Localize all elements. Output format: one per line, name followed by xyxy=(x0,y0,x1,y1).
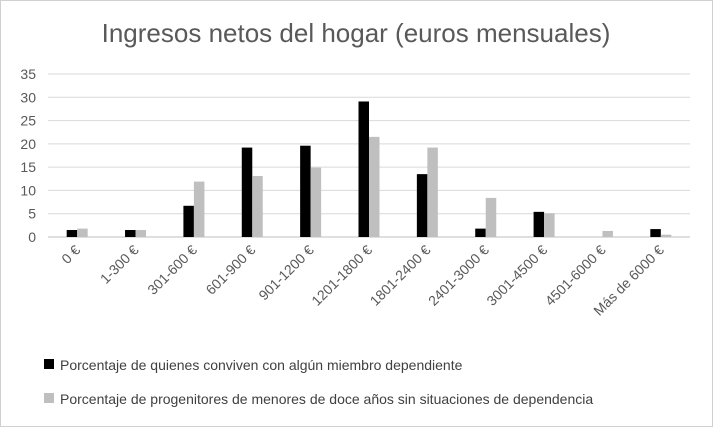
x-tick-label: 3001-4500 € xyxy=(483,242,550,309)
x-tick-label: 2401-3000 € xyxy=(425,242,492,309)
y-axis-ticks: 0 5 10 15 20 25 30 35 xyxy=(20,66,36,245)
y-tick-label: 5 xyxy=(28,206,36,222)
legend-label: Porcentaje de progenitores de menores de… xyxy=(60,391,593,407)
bar-progenitores xyxy=(427,147,438,237)
bar-dependiente xyxy=(241,147,253,237)
bar-progenitores xyxy=(660,234,672,237)
y-tick-label: 20 xyxy=(20,136,36,152)
bar-progenitores xyxy=(77,228,88,237)
bar-progenitores xyxy=(193,181,205,237)
bar-progenitores xyxy=(485,197,497,237)
y-tick-label: 0 xyxy=(28,229,36,245)
x-tick-label: 0 € xyxy=(58,242,83,267)
y-tick-label: 10 xyxy=(20,182,36,198)
bar-dependiente xyxy=(650,229,661,237)
bar-dependiente xyxy=(66,230,78,237)
bar-progenitores xyxy=(135,230,147,237)
x-tick-label: 301-600 € xyxy=(144,242,200,298)
bar-dependiente xyxy=(300,145,311,237)
y-tick-label: 25 xyxy=(20,113,36,129)
legend: Porcentaje de quienes conviven con algún… xyxy=(44,357,593,407)
bar-progenitores xyxy=(310,167,322,237)
legend-swatch xyxy=(44,393,54,403)
bar-progenitores xyxy=(602,230,613,237)
y-tick-label: 15 xyxy=(20,159,36,175)
x-tick-label: 1801-2400 € xyxy=(367,242,434,309)
bar-dependiente xyxy=(416,174,428,237)
y-tick-label: 35 xyxy=(20,66,36,82)
x-tick-label: 1201-1800 € xyxy=(308,242,375,309)
bar-progenitores xyxy=(544,213,555,237)
y-tick-label: 30 xyxy=(20,89,36,105)
chart-title: Ingresos netos del hogar (euros mensuale… xyxy=(102,18,611,48)
bar-dependiente xyxy=(533,211,545,237)
bar-dependiente xyxy=(183,205,194,237)
x-tick-label: 1-300 € xyxy=(97,242,142,287)
x-axis-ticks: 0 € 1-300 €301-600 €601-900 €901-1200 €12… xyxy=(58,242,667,319)
bar-dependiente xyxy=(475,228,486,237)
bar-progenitores xyxy=(369,136,380,237)
x-tick-label: 901-1200 € xyxy=(255,242,317,304)
bars xyxy=(66,101,672,237)
bar-dependiente xyxy=(125,230,136,237)
bar-progenitores xyxy=(252,175,263,237)
x-tick-label: 601-900 € xyxy=(202,242,258,298)
legend-swatch xyxy=(44,359,54,369)
bar-dependiente xyxy=(358,101,369,237)
legend-label: Porcentaje de quienes conviven con algún… xyxy=(60,357,463,373)
